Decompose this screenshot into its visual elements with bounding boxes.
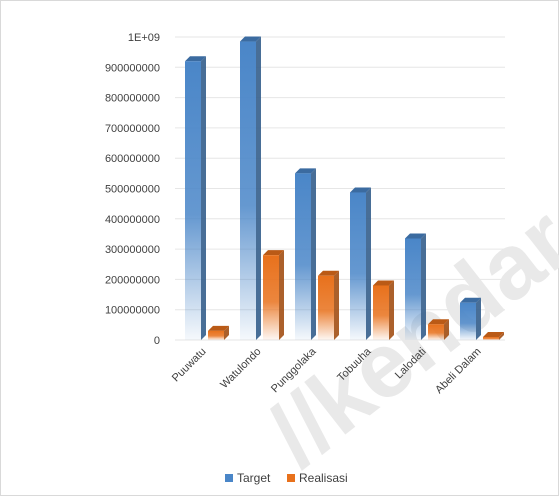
- bar-target-lalodati: [405, 233, 426, 340]
- bar-realisasi-lalodati: [428, 319, 449, 340]
- y-tick-label: 300000000: [105, 244, 160, 256]
- bar-realisasi-tobuuha: [373, 280, 394, 340]
- y-tick-label: 200000000: [105, 274, 160, 286]
- bar-realisasi-punggolaka: [318, 270, 339, 340]
- y-tick-label: 600000000: [105, 153, 160, 165]
- bar-target-watulondo: [240, 36, 261, 341]
- legend-swatch: [287, 474, 295, 482]
- y-tick-label: 500000000: [105, 184, 160, 196]
- y-tick-label: 900000000: [105, 62, 160, 74]
- bar-target-abeli-dalam: [460, 297, 481, 340]
- legend-swatch: [225, 474, 233, 482]
- x-category-label: Puuwatu: [170, 346, 209, 385]
- bar-realisasi-watulondo: [263, 250, 284, 340]
- bars: [185, 36, 504, 341]
- legend-item-target: Target: [225, 471, 271, 485]
- y-tick-label: 400000000: [105, 214, 160, 226]
- y-tick-label: 100000000: [105, 305, 160, 317]
- bar-target-puuwatu: [185, 56, 206, 341]
- y-tick-label: 800000000: [105, 93, 160, 105]
- legend-label: Target: [237, 471, 271, 485]
- bar-target-punggolaka: [295, 168, 316, 340]
- bar-realisasi-puuwatu: [208, 325, 229, 340]
- bar-realisasi-abeli-dalam: [483, 331, 504, 340]
- y-axis-tick-labels: 0 100000000 200000000 300000000 400000000 500…: [105, 32, 160, 347]
- legend-item-realisasi: Realisasi: [287, 471, 348, 485]
- y-tick-label: 1E+09: [128, 32, 160, 44]
- x-category-label: Watulondo: [218, 346, 263, 391]
- legend: Target Realisasi: [225, 471, 348, 485]
- y-tick-label: 0: [154, 335, 160, 347]
- gridlines: [175, 36, 505, 341]
- legend-label: Realisasi: [299, 471, 348, 485]
- y-tick-label: 700000000: [105, 123, 160, 135]
- bar-target-tobuuha: [350, 187, 371, 340]
